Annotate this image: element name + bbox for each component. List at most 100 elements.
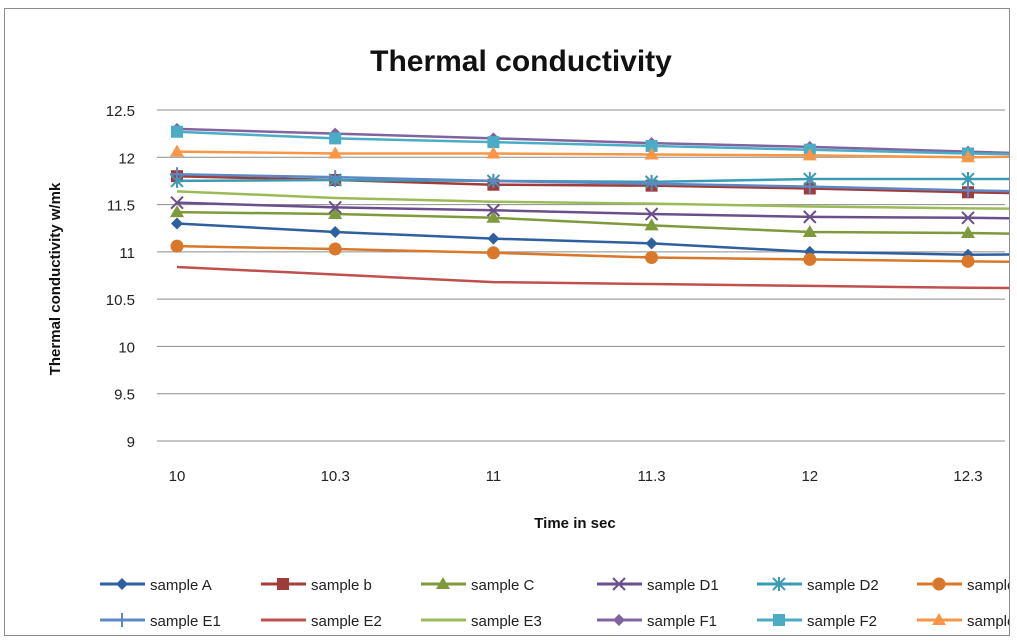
data-point	[645, 139, 658, 152]
legend-marker	[436, 577, 450, 589]
data-point	[329, 132, 342, 145]
data-point	[486, 203, 501, 217]
data-point	[644, 176, 659, 191]
series-line	[176, 127, 1017, 155]
legend-item: sample E1	[100, 613, 221, 630]
legend-item: sample A	[100, 577, 212, 594]
legend-item: sample D3	[917, 577, 1017, 594]
legend-label: sample E3	[471, 613, 542, 630]
x-axis-label: Time in sec	[534, 515, 615, 532]
legend-marker	[932, 613, 946, 625]
x-tick-label: 10.3	[321, 468, 350, 485]
data-point	[961, 254, 975, 268]
y-axis-label: Thermal conductivity w/mk	[47, 182, 64, 375]
legend-label: sample F3	[967, 613, 1009, 630]
data-point	[803, 210, 817, 224]
legend-label: sample D2	[807, 577, 879, 594]
y-tick-label: 10.5	[106, 292, 135, 309]
data-point	[644, 218, 659, 231]
legend-marker	[932, 577, 946, 591]
legend-label: sample b	[311, 577, 372, 594]
y-tick-label: 11.5	[107, 198, 135, 215]
legend-item: sample D1	[597, 577, 719, 594]
data-point	[328, 200, 342, 215]
x-tick-label: 12	[801, 468, 818, 485]
data-point	[961, 211, 975, 225]
legend-marker	[772, 577, 786, 591]
x-tick-label: 11.3	[638, 468, 666, 485]
data-point	[170, 144, 184, 157]
series-sample-f1	[171, 122, 1017, 158]
y-tick-label: 9.5	[114, 387, 135, 404]
series-line	[176, 222, 1017, 256]
legend-item: sample E3	[421, 613, 542, 630]
data-point	[487, 136, 500, 149]
line-chart: Thermal conductivity 9 9.5 10 10.5 11 11.5 12 1…	[47, 45, 1017, 630]
legend-item: sample F3	[917, 613, 1017, 630]
legend-item: sample E2	[261, 613, 382, 630]
data-point	[328, 170, 343, 185]
legend-marker	[613, 614, 625, 626]
series-sample-e3	[176, 190, 1017, 210]
data-point	[171, 217, 183, 230]
data-point	[329, 225, 342, 238]
y-tick-label: 10	[118, 339, 135, 356]
legend-item: sample C	[421, 577, 535, 594]
series-sample-d1	[170, 195, 1017, 225]
data-point	[170, 195, 184, 210]
legend-marker	[612, 577, 626, 591]
gridlines	[157, 109, 1005, 395]
data-point	[802, 148, 817, 161]
series-lines	[170, 122, 1017, 290]
data-point	[486, 210, 501, 223]
legend-label: sample D3	[967, 577, 1009, 594]
data-point	[487, 232, 500, 245]
data-point	[170, 239, 184, 253]
legend-label: sample C	[471, 577, 535, 594]
series-line	[176, 244, 1017, 264]
series-line	[176, 265, 1017, 290]
series-sample-a	[171, 217, 1017, 261]
data-point	[170, 167, 184, 182]
data-point	[803, 252, 817, 266]
data-point	[644, 147, 659, 160]
y-tick-label: 9	[127, 434, 135, 451]
data-point	[486, 173, 501, 188]
data-point	[645, 251, 659, 265]
legend-label: sample D1	[647, 577, 719, 594]
x-tick-label: 10	[169, 468, 186, 485]
data-point	[328, 207, 343, 220]
legend-marker	[773, 614, 785, 626]
data-point	[486, 146, 501, 159]
legend-marker	[277, 578, 289, 590]
series-sample-c	[170, 205, 1017, 238]
data-point	[171, 125, 183, 138]
legend-marker	[115, 613, 129, 627]
series-sample-e1	[170, 167, 1017, 198]
data-point	[328, 146, 343, 159]
legend-item: sample D2	[757, 577, 879, 594]
series-sample-d3	[170, 239, 1017, 268]
data-point	[328, 242, 342, 256]
data-point	[645, 237, 658, 250]
data-point	[644, 207, 659, 221]
series-sample-e2	[176, 265, 1017, 290]
legend: sample A sample b sample C sample D1 sample …	[100, 577, 1017, 630]
legend-label: sample F2	[807, 613, 877, 630]
data-point	[170, 205, 184, 218]
data-point	[961, 225, 975, 238]
chart-title: Thermal conductivity	[370, 45, 672, 78]
data-point	[802, 179, 817, 194]
data-point	[802, 224, 817, 237]
legend-marker	[116, 578, 128, 590]
data-point	[486, 246, 500, 260]
data-point	[961, 183, 975, 198]
series-sample-f3	[170, 144, 1017, 163]
x-tick-label: 11	[486, 468, 502, 485]
y-tick-label: 12	[118, 150, 135, 167]
x-tick-label: 12.3	[953, 468, 982, 485]
y-axis-ticks: 9 9.5 10 10.5 11 11.5 12 12.5	[106, 103, 135, 451]
legend-label: sample E2	[311, 613, 382, 630]
y-tick-label: 12.5	[106, 103, 135, 120]
